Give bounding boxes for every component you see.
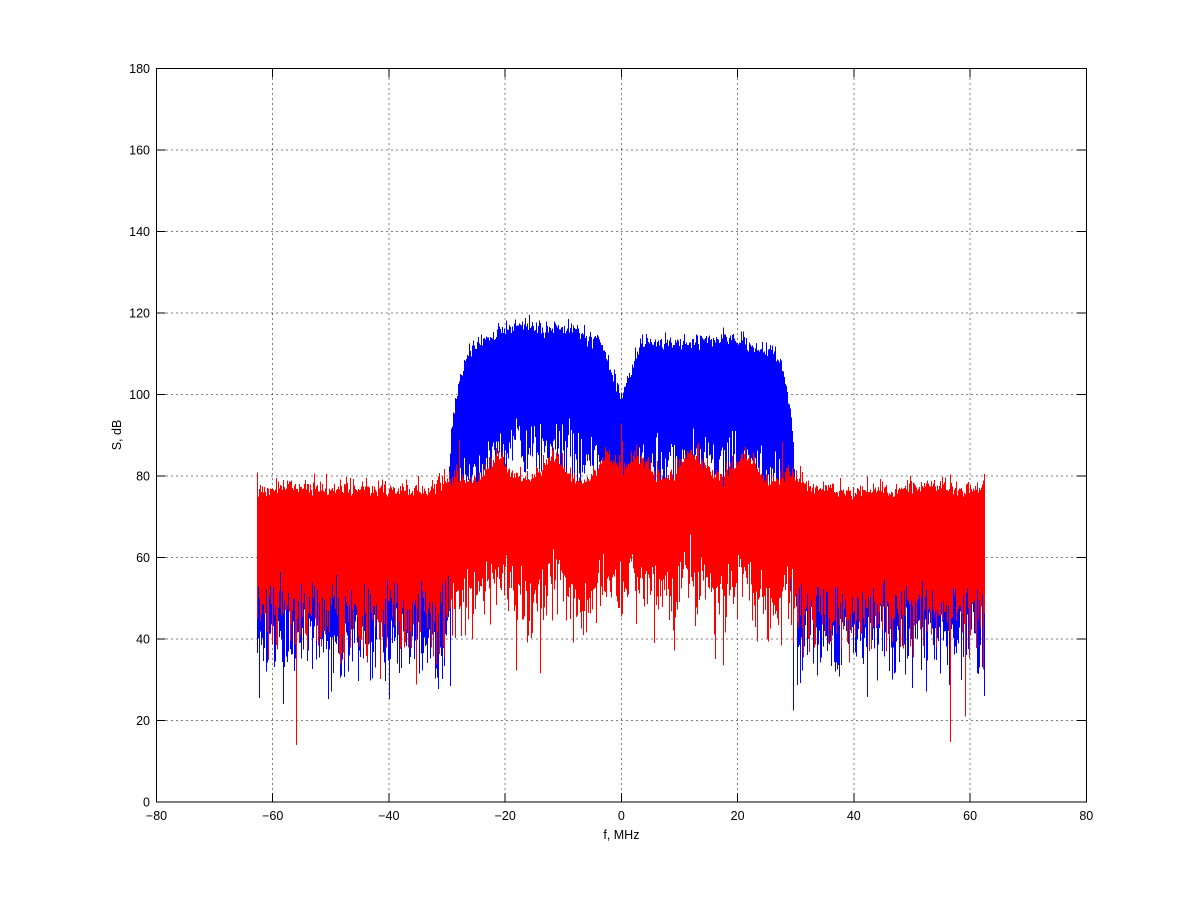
svg-text:−40: −40: [378, 809, 399, 823]
svg-text:0: 0: [143, 796, 150, 810]
svg-text:S, dB: S, dB: [110, 420, 124, 451]
svg-text:80: 80: [136, 470, 150, 484]
svg-text:40: 40: [136, 633, 150, 647]
svg-text:−60: −60: [262, 809, 283, 823]
svg-text:−80: −80: [146, 809, 167, 823]
svg-text:0: 0: [618, 809, 625, 823]
svg-text:40: 40: [847, 809, 861, 823]
svg-text:100: 100: [129, 388, 150, 402]
svg-text:20: 20: [731, 809, 745, 823]
svg-text:180: 180: [129, 62, 150, 76]
svg-text:60: 60: [963, 809, 977, 823]
svg-text:80: 80: [1079, 809, 1093, 823]
svg-text:−20: −20: [495, 809, 516, 823]
svg-text:60: 60: [136, 551, 150, 565]
svg-text:f, MHz: f, MHz: [603, 828, 639, 842]
svg-text:120: 120: [129, 307, 150, 321]
svg-text:160: 160: [129, 144, 150, 158]
svg-text:20: 20: [136, 714, 150, 728]
svg-text:140: 140: [129, 225, 150, 239]
